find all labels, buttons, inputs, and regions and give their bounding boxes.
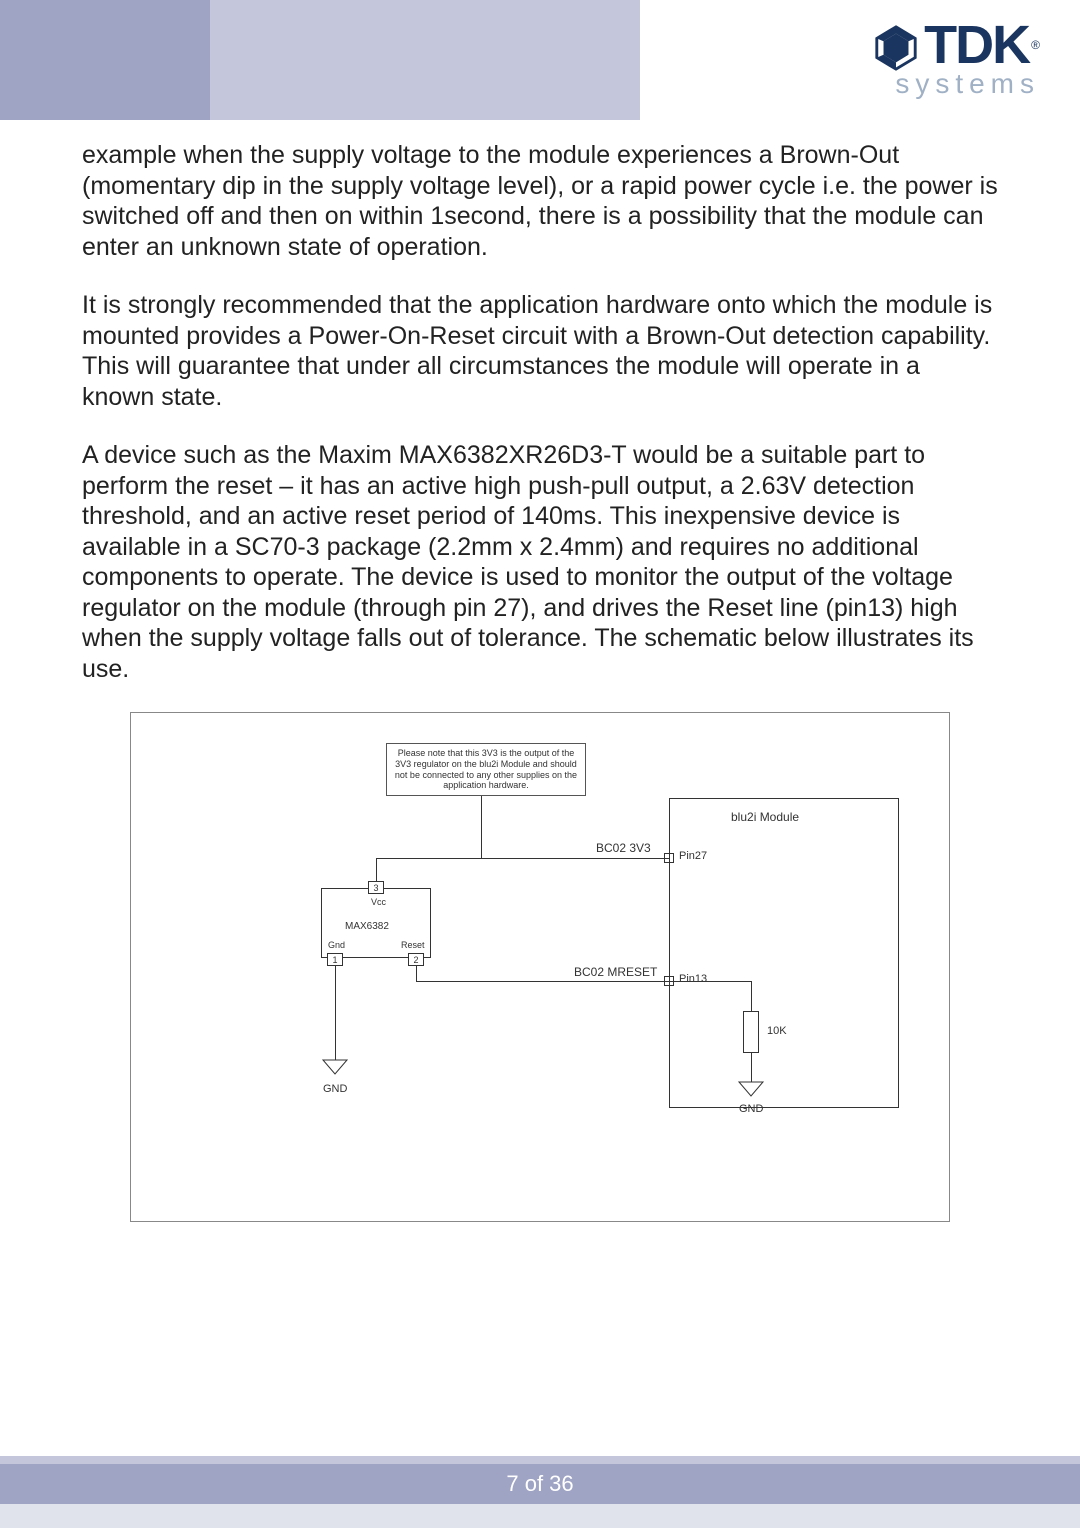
pin27-label: Pin27: [679, 850, 707, 863]
wire: [335, 966, 336, 1061]
schematic-note: Please note that this 3V3 is the output …: [386, 743, 586, 796]
module-pin: [664, 976, 674, 986]
gnd-right-label: GND: [739, 1103, 763, 1116]
signal-3v3: BC02 3V3: [596, 841, 651, 856]
module-pin: [664, 853, 674, 863]
footer-band-1: [0, 1456, 1080, 1464]
module-label: blu2i Module: [731, 810, 799, 825]
wire: [376, 858, 377, 881]
paragraph-2: It is strongly recommended that the appl…: [82, 290, 998, 412]
wire: [751, 1053, 752, 1083]
logo-subtext: systems: [872, 68, 1040, 100]
gnd-left-label: GND: [323, 1083, 347, 1096]
footer-page-number: 7 of 36: [0, 1464, 1080, 1504]
header-bands: TDK ® systems: [0, 0, 1080, 120]
chip-pin-3: 3: [368, 881, 384, 894]
header-mid-band: [210, 0, 640, 120]
paragraph-3: A device such as the Maxim MAX6382XR26D3…: [82, 440, 998, 684]
chip-pin-1: 1: [327, 953, 343, 966]
reset-pin-label: Reset: [401, 940, 425, 951]
resistor-value: 10K: [767, 1025, 787, 1038]
resistor: [743, 1011, 759, 1053]
logo-registered: ®: [1031, 38, 1040, 52]
tdk-logo-icon: [872, 24, 920, 72]
wire: [416, 966, 417, 981]
paragraph-1: example when the supply voltage to the m…: [82, 140, 998, 262]
wire: [376, 858, 669, 859]
module-outline: [669, 798, 899, 1108]
chip-name: MAX6382: [345, 921, 389, 933]
wire: [669, 981, 751, 982]
logo-text: TDK: [924, 18, 1029, 72]
logo-block: TDK ® systems: [872, 18, 1040, 100]
wire: [416, 981, 669, 982]
pin13-label: Pin13: [679, 973, 707, 986]
vcc-label: Vcc: [371, 897, 386, 908]
signal-mreset: BC02 MRESET: [574, 965, 657, 980]
wire: [751, 981, 752, 1011]
body-text: example when the supply voltage to the m…: [0, 120, 1080, 1222]
gnd-arrow-icon: [322, 1059, 348, 1075]
header-left-band: [0, 0, 210, 120]
chip-pin-2: 2: [408, 953, 424, 966]
gnd-pin-label: Gnd: [328, 940, 345, 951]
footer-band-3: [0, 1504, 1080, 1528]
wire: [481, 796, 482, 858]
gnd-arrow-icon: [738, 1081, 764, 1097]
footer-bands: 7 of 36: [0, 1456, 1080, 1528]
schematic-diagram: Please note that this 3V3 is the output …: [130, 712, 950, 1222]
